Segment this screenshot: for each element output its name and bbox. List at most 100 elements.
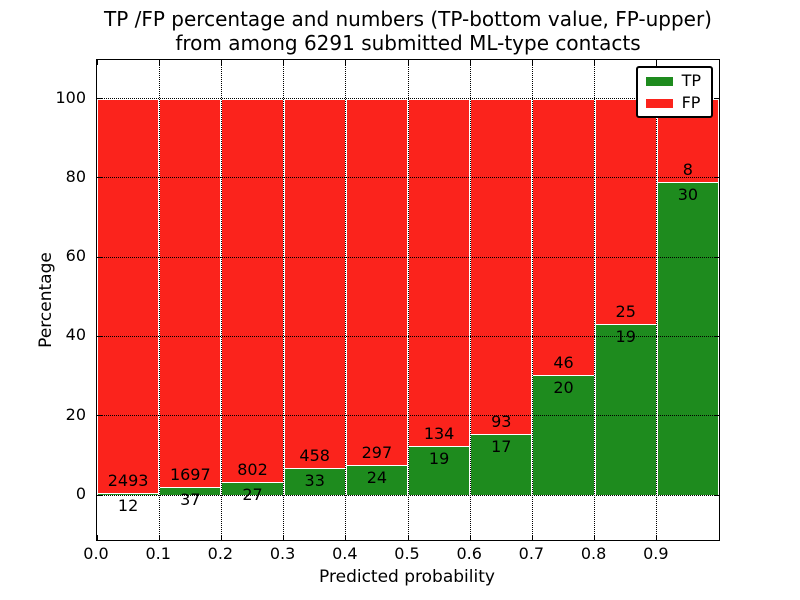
bar-label-tp: 19 xyxy=(428,448,450,468)
gridline-horizontal xyxy=(97,177,719,179)
legend-label-tp: TP xyxy=(681,71,701,90)
gridline-vertical xyxy=(407,60,409,540)
x-tick-mark xyxy=(407,60,409,65)
chart-title-line2: from among 6291 submitted ML-type contac… xyxy=(175,31,641,55)
bar-label-tp: 12 xyxy=(117,496,139,516)
legend-entry-fp: FP xyxy=(645,93,701,112)
bar-segment-tp xyxy=(656,182,719,496)
bar-label-fp: 297 xyxy=(361,443,393,463)
bar-label-tp: 37 xyxy=(180,489,201,509)
chart-title-line1: TP /FP percentage and numbers (TP-bottom… xyxy=(104,7,712,31)
bar-label-tp: 24 xyxy=(366,468,388,488)
bar-segment-fp xyxy=(159,98,222,487)
y-tick-mark xyxy=(97,494,102,496)
y-tick-mark xyxy=(97,335,102,337)
bar-label-fp: 458 xyxy=(299,446,330,466)
y-tick-mark xyxy=(714,494,719,496)
x-tick-label: 0.6 xyxy=(456,544,482,563)
bar-segment-fp xyxy=(97,98,160,494)
x-tick-mark xyxy=(594,60,596,65)
y-tick-label: 100 xyxy=(55,87,86,107)
y-axis-label: Percentage xyxy=(36,252,56,348)
x-tick-label: 0.8 xyxy=(580,544,607,563)
bar-segment-tp xyxy=(532,374,595,496)
bar-segment-tp xyxy=(408,445,471,496)
y-tick-label: 20 xyxy=(65,404,86,424)
gridline-vertical xyxy=(594,60,596,540)
plot-area: TP FP 2493 12 1697 37 802 27 458 33 297 24 134 19 93… xyxy=(96,59,720,541)
x-tick-label: 0.1 xyxy=(145,544,171,563)
x-tick-mark xyxy=(96,535,98,540)
y-tick-mark xyxy=(97,256,102,258)
gridline-horizontal xyxy=(97,256,719,258)
bar-segment-tp xyxy=(345,465,408,496)
bar-segment-tp xyxy=(283,468,346,496)
y-tick-mark xyxy=(714,415,719,417)
gridline-vertical xyxy=(469,60,471,540)
legend-swatch-fp-icon xyxy=(645,98,673,108)
y-tick-mark xyxy=(97,177,102,179)
x-tick-label: 0.9 xyxy=(643,544,669,563)
bar-segment-fp xyxy=(408,98,471,446)
x-tick-mark xyxy=(158,60,160,65)
y-tick-mark xyxy=(714,256,719,258)
legend: TP FP xyxy=(635,66,713,118)
bar-label-fp: 25 xyxy=(615,301,636,321)
bar-segment-tp xyxy=(470,433,533,496)
bar-segment-tp xyxy=(594,323,657,496)
x-tick-mark xyxy=(407,535,409,540)
chart-title: TP /FP percentage and numbers (TP-bottom… xyxy=(104,7,712,55)
x-tick-mark xyxy=(531,60,533,65)
x-tick-label: 0.4 xyxy=(332,544,358,563)
bar-segment-tp xyxy=(97,493,160,496)
bar-label-fp: 1697 xyxy=(169,464,211,484)
y-tick-label: 40 xyxy=(65,325,86,345)
y-tick-label: 80 xyxy=(65,166,86,186)
x-tick-mark xyxy=(220,535,222,540)
x-tick-mark xyxy=(594,535,596,540)
gridline-vertical xyxy=(656,60,658,540)
bar-segment-fp xyxy=(283,98,346,469)
y-tick-mark xyxy=(714,335,719,337)
x-axis-label: Predicted probability xyxy=(319,567,495,587)
bar-segment-fp xyxy=(470,98,533,434)
bar-label-fp: 46 xyxy=(553,352,574,372)
legend-label-fp: FP xyxy=(681,93,701,112)
bar-segment-tp xyxy=(221,482,284,496)
y-tick-label: 60 xyxy=(65,246,86,266)
gridline-vertical xyxy=(531,60,533,540)
x-tick-mark xyxy=(345,535,347,540)
gridline-horizontal xyxy=(97,335,719,337)
bar-label-tp: 17 xyxy=(491,436,512,456)
x-tick-mark xyxy=(469,535,471,540)
gridline-vertical xyxy=(158,60,160,540)
bar-segment-fp xyxy=(221,98,284,483)
x-tick-mark xyxy=(531,535,533,540)
bar-label-tp: 20 xyxy=(553,377,574,397)
bar-label-tp: 19 xyxy=(615,326,636,346)
legend-entry-tp: TP xyxy=(645,71,701,90)
bar-segment-fp xyxy=(532,98,595,375)
x-tick-mark xyxy=(656,60,658,65)
legend-swatch-tp-icon xyxy=(645,76,673,86)
y-tick-mark xyxy=(714,177,719,179)
x-tick-mark xyxy=(283,60,285,65)
x-tick-mark xyxy=(283,535,285,540)
y-tick-mark xyxy=(97,415,102,417)
bar-segment-fp xyxy=(345,98,408,466)
x-tick-label: 0.2 xyxy=(207,544,234,563)
x-tick-label: 0.0 xyxy=(83,544,109,563)
bar-label-fp: 2493 xyxy=(107,471,149,491)
x-tick-mark xyxy=(220,60,222,65)
bar-label-tp: 33 xyxy=(304,471,325,491)
x-tick-label: 0.3 xyxy=(269,544,296,563)
gridline-horizontal xyxy=(97,415,719,417)
x-tick-label: 0.7 xyxy=(518,544,545,563)
bar-label-tp: 30 xyxy=(677,184,699,204)
gridline-horizontal xyxy=(97,494,719,496)
x-tick-mark xyxy=(656,535,658,540)
bar-segment-tp xyxy=(159,486,222,496)
bar-label-fp: 802 xyxy=(237,460,268,480)
x-tick-mark xyxy=(345,60,347,65)
